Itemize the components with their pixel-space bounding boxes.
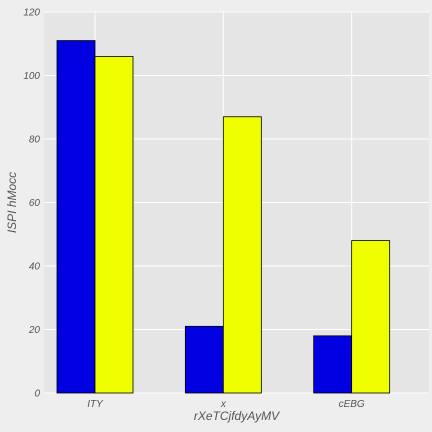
y-tick-label: 60 — [29, 198, 41, 209]
bar-2-ITY — [94, 56, 134, 394]
y-tick-label: 100 — [23, 71, 40, 82]
bars — [56, 40, 391, 394]
y-axis-label: ISPI hMocc — [5, 172, 19, 233]
y-tick-label: 20 — [28, 325, 41, 336]
y-axis-ticks: 0 20 40 60 80 100 120 — [23, 8, 40, 400]
x-tick-label: cEBG — [339, 399, 365, 410]
bar-1-ITY — [56, 40, 96, 394]
bar-1-x — [184, 325, 224, 394]
x-tick-label: x — [220, 399, 227, 410]
y-tick-label: 120 — [23, 8, 40, 19]
y-tick-label: 80 — [29, 135, 41, 146]
y-tick-label: 40 — [29, 262, 41, 273]
x-axis-ticks: ITY x cEBG — [87, 399, 365, 410]
x-tick-label: ITY — [87, 399, 104, 410]
bar-2-x — [222, 116, 262, 394]
bar-2-cEBG — [351, 240, 391, 394]
y-tick-label: 0 — [34, 389, 40, 400]
x-axis-label: rXeTCjfdyAyMV — [194, 409, 280, 423]
bar-1-cEBG — [313, 335, 353, 394]
